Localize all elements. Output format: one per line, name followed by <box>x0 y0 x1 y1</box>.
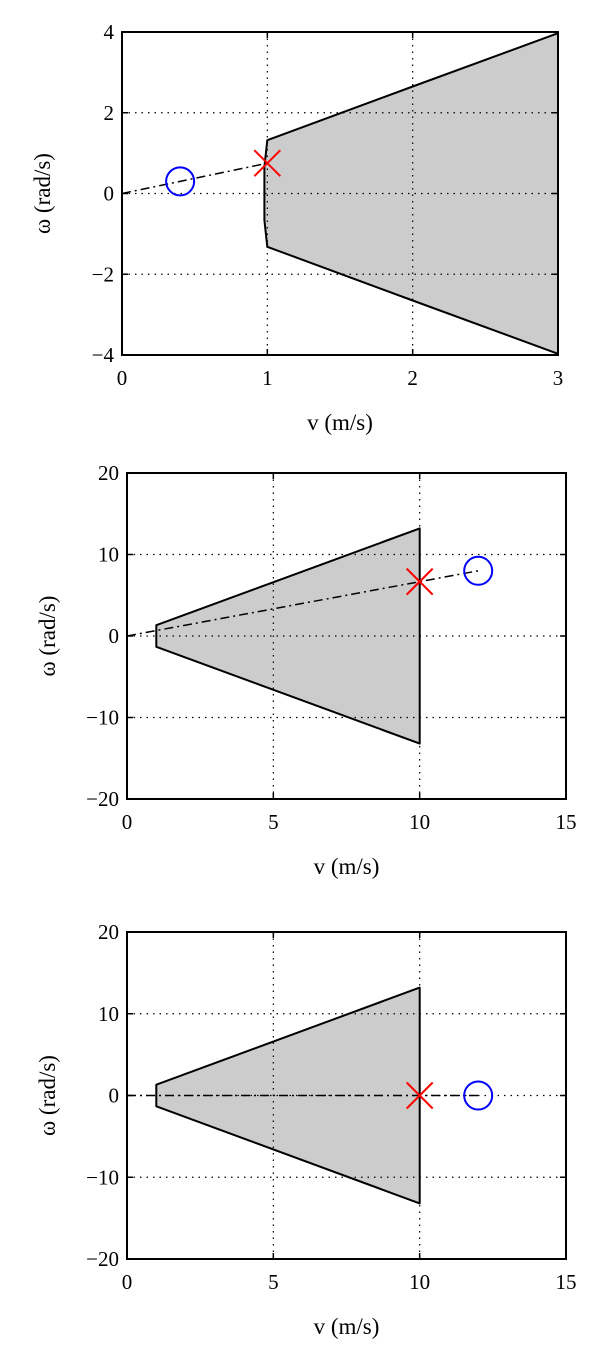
chart-2: 0 5 10 15 −20 −10 0 10 20 v (m/s) ω (rad/s) <box>35 461 577 879</box>
x-marker <box>405 567 434 596</box>
y-tick-label: −10 <box>86 706 119 730</box>
x-tick-label: 15 <box>556 810 577 834</box>
y-tick-label: −4 <box>92 343 115 367</box>
y-tick-label: −2 <box>92 262 114 286</box>
y-tick-label: 0 <box>109 1084 120 1108</box>
x-axis-label: v (m/s) <box>307 410 373 435</box>
x-tick-label: 1 <box>262 366 273 390</box>
dashdot-line <box>121 162 268 195</box>
x-tick-label: 5 <box>268 1270 279 1294</box>
y-tick-label: 20 <box>98 920 119 944</box>
x-marker <box>253 149 282 177</box>
x-tick-label: 2 <box>407 366 418 390</box>
circle-marker <box>463 1080 494 1111</box>
circle-marker <box>165 166 196 197</box>
y-tick-label: 4 <box>104 20 115 44</box>
y-tick-label: −20 <box>86 1247 119 1271</box>
circle-marker <box>463 555 494 586</box>
x-axis-label: v (m/s) <box>314 1314 380 1339</box>
x-tick-label: 0 <box>117 366 128 390</box>
dashdot-line <box>126 570 479 637</box>
x-axis-label: v (m/s) <box>314 854 380 879</box>
feasible-region <box>155 527 421 745</box>
x-marker-stroke <box>405 1081 434 1110</box>
y-axis-label: ω (rad/s) <box>35 596 60 677</box>
y-tick-label: 0 <box>109 624 120 648</box>
x-marker-stroke <box>253 149 282 177</box>
y-tick-label: 0 <box>104 182 115 206</box>
x-tick-label: 10 <box>409 810 430 834</box>
y-tick-label: 20 <box>98 461 119 485</box>
x-tick-label: 10 <box>409 1270 430 1294</box>
x-tick-label: 15 <box>556 1270 577 1294</box>
x-tick-label: 3 <box>553 366 564 390</box>
y-axis-label: ω (rad/s) <box>35 1055 60 1136</box>
chart-3: 0 5 10 15 −20 −10 0 10 20 v (m/s) ω (rad/s) <box>35 920 577 1339</box>
y-tick-label: 2 <box>104 101 115 125</box>
y-tick-label: 10 <box>98 543 119 567</box>
chart-1: 0 1 2 3 −4 −2 0 2 4 v (m/s) ω (rad/s) <box>30 20 563 435</box>
y-tick-label: 10 <box>98 1002 119 1026</box>
x-tick-label: 0 <box>122 1270 133 1294</box>
y-tick-label: −10 <box>86 1165 119 1189</box>
x-tick-label: 0 <box>122 810 133 834</box>
x-marker-stroke <box>405 567 434 596</box>
y-axis-label: ω (rad/s) <box>30 153 55 234</box>
y-tick-label: −20 <box>86 787 119 811</box>
x-marker <box>405 1081 434 1110</box>
x-tick-label: 5 <box>268 810 279 834</box>
feasible-region <box>263 32 559 355</box>
